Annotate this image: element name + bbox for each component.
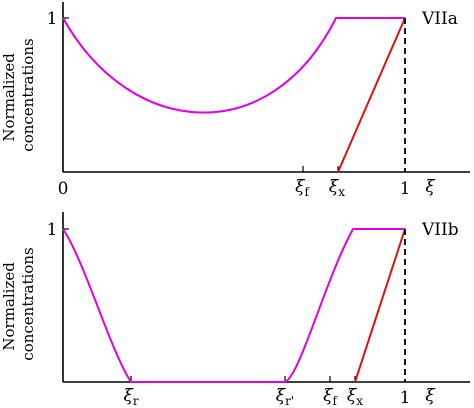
panel-viia: Normalized concentrations 1 0 1 ξ ξf ξx … bbox=[0, 2, 470, 199]
x-one-label-bottom: 1 bbox=[400, 388, 411, 408]
xi-r-label-bottom: ξr bbox=[123, 386, 138, 408]
y-tick-one-label-bottom: 1 bbox=[47, 220, 58, 240]
y-axis-label-bottom: Normalized concentrations bbox=[0, 247, 37, 360]
x-axis-symbol-bottom: ξ bbox=[425, 386, 436, 406]
xi-rprime-label-bottom: ξr' bbox=[276, 386, 294, 408]
xi-f-label-bottom: ξf bbox=[323, 386, 338, 408]
xi-f-label-top: ξf bbox=[295, 177, 310, 199]
x-axis-symbol-top: ξ bbox=[425, 177, 436, 197]
xi-x-label-bottom: ξx bbox=[347, 386, 363, 408]
y-axis-label-top: Normalized concentrations bbox=[0, 38, 37, 151]
magenta-curve-bottom bbox=[62, 228, 405, 383]
panel-label-top: VIIa bbox=[421, 9, 458, 29]
y-tick-one-label-top: 1 bbox=[47, 9, 58, 29]
xi-x-label-top: ξx bbox=[329, 177, 345, 199]
panel-label-bottom: VIIb bbox=[421, 220, 459, 240]
x-origin-label-top: 0 bbox=[58, 179, 69, 199]
panel-viib: Normalized concentrations 1 1 ξ ξr ξr' ξ… bbox=[0, 212, 470, 408]
x-one-label-top: 1 bbox=[400, 179, 411, 199]
red-line-top bbox=[337, 17, 406, 173]
red-line-bottom bbox=[354, 228, 406, 383]
magenta-curve-top bbox=[62, 17, 405, 114]
